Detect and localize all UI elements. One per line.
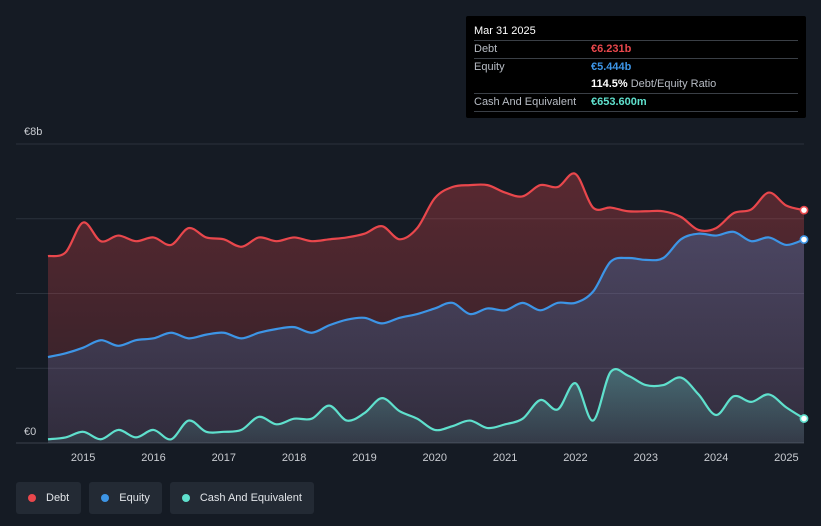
chart-legend: Debt Equity Cash And Equivalent: [16, 482, 314, 514]
line-debt: [47, 172, 805, 258]
series-areas: [48, 173, 804, 443]
legend-dot-icon: [28, 494, 36, 502]
x-tick-label: 2025: [774, 452, 798, 464]
line-equity: [47, 230, 805, 359]
x-tick-label: 2024: [704, 452, 728, 464]
area-cash-and-equivalent: [48, 369, 804, 443]
tooltip-row-debt: Debt €6.231b: [474, 41, 798, 59]
tooltip-value: €6.231b: [591, 43, 632, 55]
legend-dot-icon: [181, 494, 190, 502]
x-tick-label: 2017: [212, 452, 236, 464]
x-tick-label: 2023: [634, 452, 658, 464]
tooltip-label: Equity: [474, 61, 505, 73]
tooltip-value: €653.600m: [591, 96, 647, 108]
tooltip-label: [474, 76, 591, 93]
x-tick-label: 2022: [563, 452, 587, 464]
x-axis-ticks: 2015 2016 2017 2018 2019 2020 2021 2022 2023 2024…: [71, 452, 799, 464]
x-tick-label: 2018: [282, 452, 306, 464]
tooltip-label: Debt: [474, 43, 498, 55]
series-endpoints: [799, 205, 809, 423]
tooltip-row-ratio: 114.5% Debt/Equity Ratio: [474, 76, 798, 94]
legend-item-debt[interactable]: Debt: [16, 482, 82, 514]
legend-item-cash[interactable]: Cash And Equivalent: [169, 482, 314, 514]
y-axis-top-label: €8b: [24, 126, 42, 138]
x-tick-label: 2020: [423, 452, 447, 464]
legend-dot-icon: [101, 494, 110, 502]
x-tick-label: 2015: [71, 452, 95, 464]
y-axis-bottom-label: €0: [24, 426, 36, 438]
endpoint-cash-and-equivalent: [799, 414, 809, 423]
tooltip-subtext: Debt/Equity Ratio: [630, 78, 717, 90]
tooltip-date: Mar 31 2025: [474, 23, 798, 41]
tooltip-panel: Mar 31 2025 Debt €6.231b Equity €5.444b …: [466, 16, 806, 118]
legend-label: Debt: [46, 492, 70, 504]
tooltip-row-equity: Equity €5.444b: [474, 59, 798, 76]
legend-label: Cash And Equivalent: [199, 492, 302, 504]
x-tick-label: 2019: [352, 452, 376, 464]
tooltip-row-cash: Cash And Equivalent €653.600m: [474, 94, 798, 112]
series-lines: [47, 172, 805, 441]
tooltip-value: 114.5%: [591, 78, 628, 90]
legend-item-equity[interactable]: Equity: [89, 482, 162, 514]
tooltip-label: Cash And Equivalent: [474, 96, 577, 108]
x-tick-label: 2016: [141, 452, 165, 464]
x-tick-label: 2021: [493, 452, 517, 464]
endpoint-debt: [799, 205, 809, 215]
tooltip-value: €5.444b: [591, 61, 632, 73]
legend-label: Equity: [119, 492, 150, 504]
endpoint-equity: [799, 235, 809, 244]
line-cash-and-equivalent: [47, 368, 805, 441]
